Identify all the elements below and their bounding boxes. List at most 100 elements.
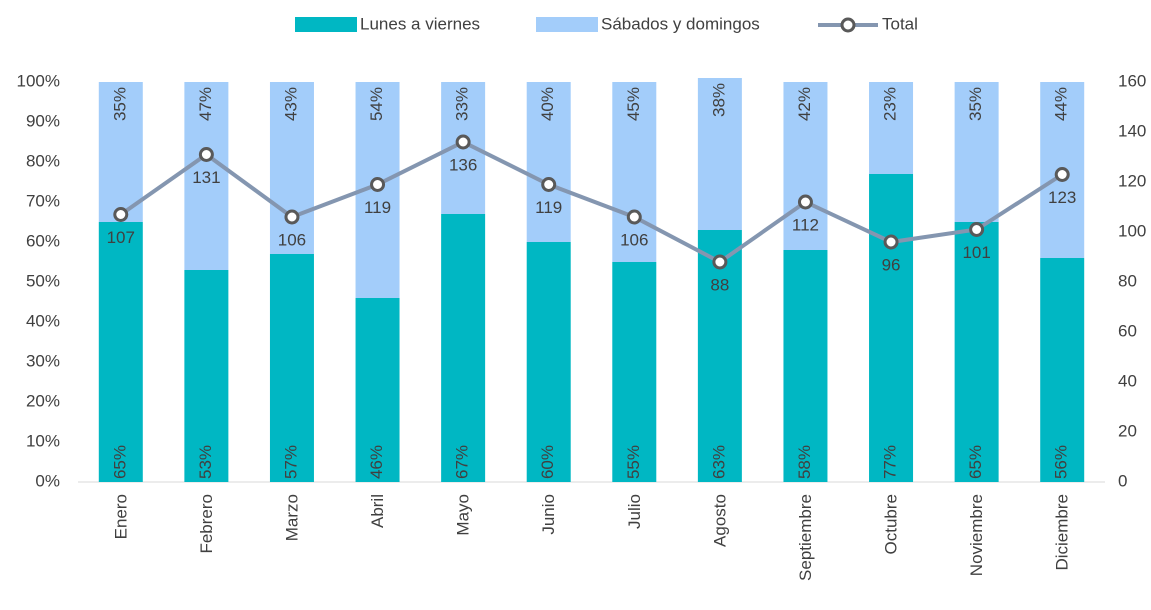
- line-value-label: 123: [1048, 188, 1076, 207]
- legend-label: Total: [882, 14, 918, 33]
- line-value-label: 112: [792, 215, 819, 234]
- y2-tick-label: 160: [1118, 71, 1146, 90]
- y-tick-label: 90%: [26, 111, 60, 130]
- line-value-label: 131: [192, 168, 220, 187]
- y2-tick-label: 140: [1118, 121, 1146, 140]
- bar-value-label: 45%: [624, 87, 643, 121]
- y2-tick-label: 40: [1118, 371, 1137, 390]
- bar-value-label: 46%: [367, 445, 386, 479]
- line-marker: [198, 147, 214, 162]
- x-tick-label: Septiembre: [796, 494, 815, 581]
- x-tick-label: Diciembre: [1053, 494, 1072, 571]
- y2-tick-label: 100: [1118, 221, 1146, 240]
- bar-value-label: 63%: [709, 445, 728, 479]
- bar-segment: [697, 230, 742, 482]
- bar-value-label: 55%: [624, 445, 643, 479]
- bar-value-label: 57%: [281, 445, 300, 479]
- x-tick-label: Octubre: [882, 494, 901, 554]
- bar-value-label: 38%: [709, 83, 728, 117]
- line-value-label: 107: [107, 228, 135, 247]
- bar-value-label: 54%: [367, 87, 386, 121]
- line-marker: [455, 134, 471, 150]
- line-value-label: 106: [278, 230, 306, 249]
- x-tick-label: Noviembre: [967, 494, 986, 576]
- y-tick-label: 100%: [17, 71, 60, 90]
- bar-value-label: 67%: [453, 445, 472, 479]
- line-marker: [541, 177, 557, 192]
- bar-segment: [184, 270, 229, 482]
- bar-value-label: 42%: [795, 87, 814, 121]
- line-value-label: 101: [962, 243, 990, 262]
- bar-segment: [869, 174, 914, 482]
- x-tick-label: Mayo: [454, 494, 473, 536]
- x-tick-label: Enero: [111, 494, 130, 539]
- x-tick-label: Marzo: [282, 494, 301, 541]
- x-tick-label: Junio: [539, 494, 558, 535]
- y-tick-label: 50%: [26, 271, 60, 290]
- y-tick-label: 20%: [26, 391, 60, 410]
- y2-tick-label: 120: [1118, 171, 1146, 190]
- y2-tick-label: 60: [1118, 321, 1137, 340]
- bar-value-label: 35%: [110, 87, 129, 121]
- bar-segment: [269, 254, 314, 482]
- y-tick-label: 70%: [26, 191, 60, 210]
- bar-value-label: 53%: [196, 445, 215, 479]
- bar-segment: [783, 250, 828, 482]
- bar-value-label: 65%: [110, 445, 129, 479]
- bar-value-label: 65%: [966, 445, 985, 479]
- bar-segment: [869, 82, 914, 174]
- bar-segment: [954, 82, 999, 222]
- bar-segment: [98, 222, 143, 482]
- bar-value-label: 23%: [881, 87, 900, 121]
- line-value-label: 119: [535, 198, 562, 217]
- legend-label: Sábados y domingos: [601, 14, 760, 33]
- x-tick-label: Julio: [625, 494, 644, 529]
- line-marker: [883, 234, 899, 250]
- line: [119, 139, 1064, 265]
- y2-tick-label: 20: [1118, 421, 1137, 440]
- line-marker: [626, 209, 642, 225]
- bar-value-label: 35%: [966, 87, 985, 121]
- line-marker: [284, 209, 300, 225]
- bar-value-label: 40%: [538, 87, 557, 121]
- legend: Lunes a viernes Sábados y domingos Total: [295, 14, 918, 33]
- bar-value-label: 44%: [1052, 87, 1071, 121]
- line-value-label: 96: [882, 255, 901, 274]
- legend-label: Lunes a viernes: [360, 14, 480, 33]
- bar-segment: [526, 82, 571, 242]
- y-tick-label: 80%: [26, 151, 60, 170]
- bar-segment: [355, 298, 400, 482]
- line-marker: [1054, 167, 1070, 182]
- bar-segment: [954, 222, 999, 482]
- bar-value-label: 43%: [281, 87, 300, 121]
- bar-segment: [98, 82, 143, 222]
- x-tick-label: Agosto: [710, 494, 729, 547]
- x-tick-label: Abril: [368, 494, 387, 528]
- line-marker: [113, 207, 129, 222]
- bar-value-label: 47%: [196, 87, 215, 121]
- bar-segment: [184, 82, 229, 270]
- line-marker: [712, 254, 728, 270]
- line-marker: [969, 222, 985, 237]
- bar-value-label: 77%: [881, 445, 900, 479]
- line-value-label: 106: [620, 230, 648, 249]
- bar-segment: [1040, 258, 1085, 482]
- bar-value-label: 56%: [1052, 445, 1071, 479]
- bar-segment: [269, 82, 314, 254]
- y-tick-label: 40%: [26, 311, 60, 330]
- bar-value-label: 33%: [453, 87, 472, 121]
- bar-segment: [783, 82, 828, 250]
- line-value-label: 119: [364, 198, 391, 217]
- y2-tick-label: 80: [1118, 271, 1137, 290]
- line-value-label: 136: [449, 155, 477, 174]
- legend-marker: [840, 17, 856, 33]
- line-value-label: 88: [710, 275, 729, 294]
- y-tick-label: 10%: [26, 431, 60, 450]
- bar-segment: [612, 262, 657, 482]
- legend-swatch: [295, 17, 357, 32]
- y-tick-label: 30%: [26, 351, 60, 370]
- x-tick-label: Febrero: [197, 494, 216, 554]
- bar-segment: [697, 78, 742, 230]
- line-marker: [370, 177, 386, 192]
